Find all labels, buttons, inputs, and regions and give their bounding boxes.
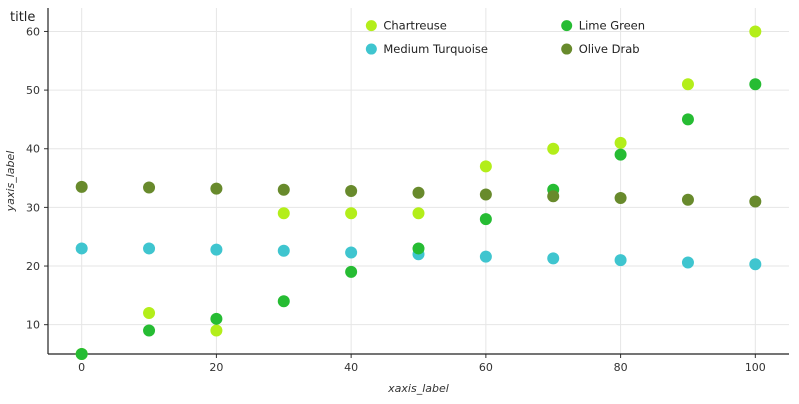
x-tick-label: 100 (745, 361, 766, 374)
data-point (681, 193, 694, 206)
axes: 0 20 40 60 80 100 10 20 30 40 50 60 (26, 8, 789, 374)
data-point (412, 186, 425, 199)
legend-label: Medium Turquoise (383, 42, 488, 56)
legend-label: Olive Drab (579, 42, 640, 56)
data-point (210, 182, 223, 195)
x-tick-label: 40 (344, 361, 358, 374)
y-tick-label: 40 (26, 143, 40, 156)
data-point (749, 195, 762, 208)
data-point (277, 183, 290, 196)
legend-label: Lime Green (579, 19, 645, 33)
data-point (143, 181, 156, 194)
data-point (749, 258, 762, 271)
data-point (345, 246, 358, 259)
y-tick-label: 10 (26, 319, 40, 332)
legend-marker (561, 20, 573, 32)
data-point (143, 324, 156, 337)
data-point (75, 348, 88, 360)
x-tick-label: 20 (209, 361, 223, 374)
data-point (614, 148, 627, 161)
data-point (614, 192, 627, 205)
data-point (277, 295, 290, 308)
data-point (614, 254, 627, 267)
data-point (277, 244, 290, 257)
data-point (345, 184, 358, 197)
data-points (75, 25, 762, 360)
series-olive-drab (75, 180, 762, 208)
data-point (345, 265, 358, 278)
data-point (749, 78, 762, 91)
y-axis-title: yaxis_label (4, 151, 17, 213)
data-point (210, 324, 223, 337)
data-point (412, 242, 425, 255)
series-medium-turquoise (75, 242, 762, 271)
x-tick-label: 80 (614, 361, 628, 374)
y-tick-label: 60 (26, 25, 40, 38)
data-point (277, 207, 290, 220)
legend-item: Lime Green (561, 19, 645, 33)
data-point (547, 190, 560, 203)
legend-marker (365, 20, 377, 32)
data-point (210, 312, 223, 325)
series-lime-green (75, 78, 762, 360)
data-point (749, 25, 762, 38)
data-point (479, 250, 492, 263)
data-point (412, 207, 425, 220)
data-point (681, 256, 694, 269)
data-point (614, 136, 627, 149)
x-axis-title: xaxis_label (387, 382, 449, 395)
data-point (75, 180, 88, 193)
data-point (479, 160, 492, 173)
legend-item: Chartreuse (365, 19, 447, 33)
data-point (479, 213, 492, 226)
data-point (547, 252, 560, 265)
data-point (681, 113, 694, 126)
data-point (547, 142, 560, 155)
data-point (75, 242, 88, 255)
y-tick-label: 50 (26, 84, 40, 97)
grid (48, 8, 789, 354)
y-tick-label: 30 (26, 201, 40, 214)
legend-item: Olive Drab (561, 42, 640, 56)
x-tick-label: 0 (78, 361, 85, 374)
data-point (143, 306, 156, 319)
legend-marker (561, 43, 573, 55)
data-point (210, 243, 223, 256)
data-point (143, 242, 156, 255)
data-point (345, 207, 358, 220)
data-point (681, 78, 694, 91)
legend-marker (365, 43, 377, 55)
chart-title: title (10, 10, 35, 25)
legend-item: Medium Turquoise (365, 42, 488, 56)
x-tick-label: 60 (479, 361, 493, 374)
legend-label: Chartreuse (383, 19, 447, 33)
y-tick-label: 20 (26, 260, 40, 273)
data-point (479, 188, 492, 201)
legend: Chartreuse Medium Turquoise Lime Green Oliv… (365, 19, 645, 56)
